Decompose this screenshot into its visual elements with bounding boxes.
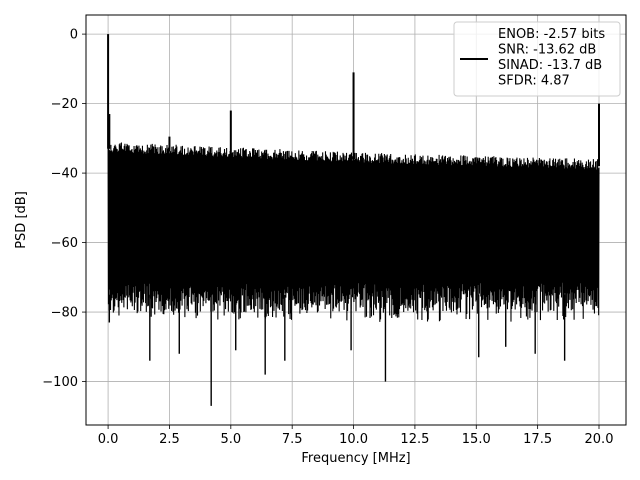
psd-spikes: [107, 34, 600, 406]
x-tick-label: 0.0: [98, 432, 119, 447]
y-tick-label: −20: [51, 97, 78, 112]
x-tick-label: 5.0: [220, 432, 241, 447]
legend-box: [453, 21, 621, 97]
y-tick-label: −100: [42, 375, 78, 390]
x-tick-label: 15.0: [462, 432, 491, 447]
x-axis-label: Frequency [MHz]: [301, 451, 410, 466]
x-tick-label: 20.0: [585, 432, 614, 447]
psd-noise-trace: [107, 142, 600, 322]
y-tick-label: −80: [51, 306, 78, 321]
legend: ENOB: -2.57 bits SNR: -13.62 dB SINAD: -…: [453, 21, 621, 97]
y-tick-label: −40: [51, 167, 78, 182]
x-axis-ticks: 0.0 2.5 5.0 7.5 10.0 12.5 15.0 17.5 20.0: [98, 425, 614, 447]
legend-snr: SNR: -13.62 dB: [498, 43, 596, 58]
y-axis-label: PSD [dB]: [14, 191, 29, 249]
psd-series: [107, 34, 600, 406]
x-tick-label: 10.0: [339, 432, 368, 447]
y-tick-label: −60: [51, 236, 78, 251]
y-tick-label: 0: [70, 28, 78, 43]
x-tick-label: 17.5: [523, 432, 552, 447]
y-axis-ticks: 0 −20 −40 −60 −80 −100: [42, 28, 86, 390]
legend-sfdr: SFDR: 4.87: [498, 74, 570, 89]
x-tick-label: 2.5: [159, 432, 180, 447]
legend-sinad: SINAD: -13.7 dB: [498, 58, 602, 73]
legend-enob: ENOB: -2.57 bits: [498, 27, 605, 42]
plot-frame: [85, 14, 627, 426]
x-tick-label: 12.5: [400, 432, 429, 447]
x-tick-label: 7.5: [282, 432, 303, 447]
